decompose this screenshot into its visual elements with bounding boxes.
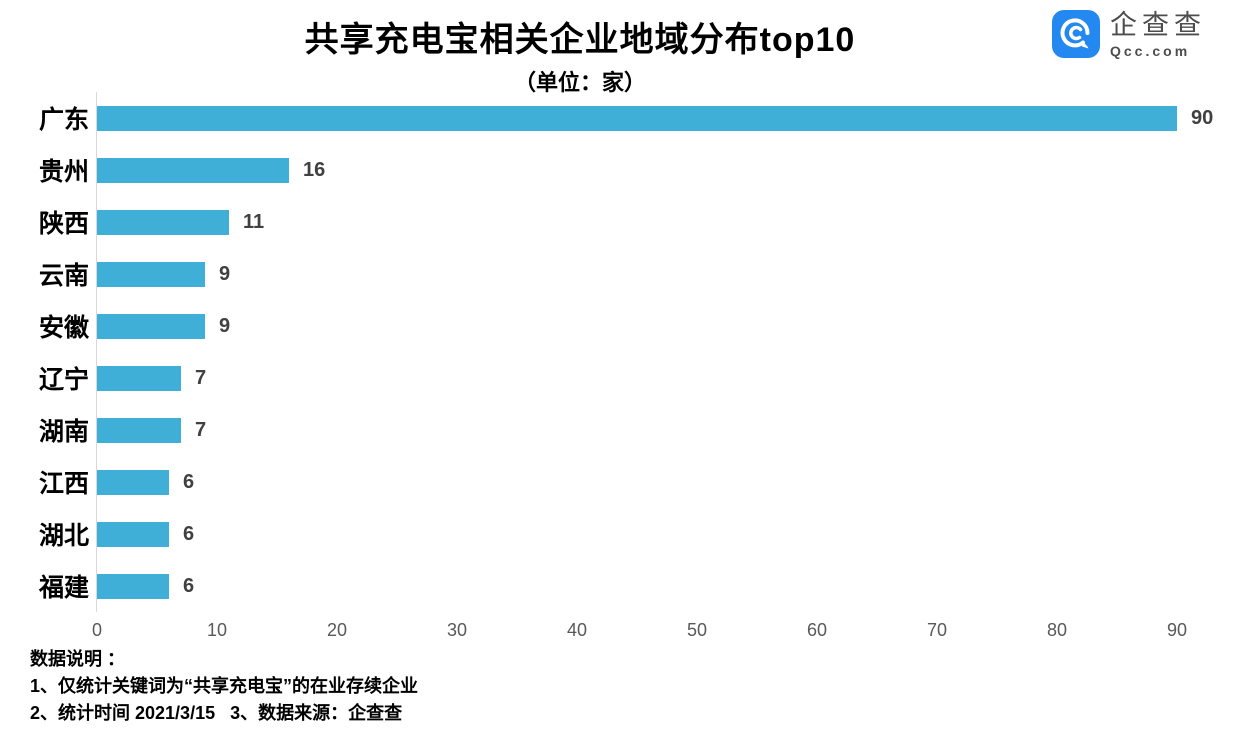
bar [97, 261, 205, 287]
x-tick-label: 70 [926, 620, 948, 640]
category-label: 广东 [38, 106, 89, 134]
x-tick-label: 90 [1166, 620, 1188, 640]
bar [97, 105, 1177, 131]
qcc-logo: 企查查 Qcc.com [1052, 10, 1206, 59]
x-tick-label: 50 [686, 620, 708, 640]
x-tick-label: 30 [446, 620, 468, 640]
data-notes-heading: 数据说明 ： [30, 649, 126, 669]
x-tick-label: 60 [806, 620, 828, 640]
value-label: 6 [183, 574, 195, 597]
bar [97, 313, 205, 339]
value-label: 7 [195, 366, 207, 389]
bar-row: 云南 9 [39, 248, 1216, 300]
bar [97, 521, 169, 547]
chart-header: 共享充电宝相关企业地域分布top10 （单位：家） [0, 0, 1244, 97]
value-label: 11 [243, 210, 265, 233]
x-tick-label: 0 [91, 620, 103, 640]
x-tick-label: 40 [566, 620, 588, 640]
category-label: 江西 [38, 470, 89, 498]
bar-row: 江西 6 [39, 456, 1216, 508]
qcc-logo-name: 企查查 [1110, 10, 1206, 40]
x-tick-label: 80 [1046, 620, 1068, 640]
bar-rows: 广东 90 贵州 16 陕西 11 云南 9 安徽 9 辽宁 7 湖南 7 江西 6 湖北 6 福建 6 [39, 92, 1216, 612]
category-label: 湖南 [38, 418, 89, 446]
x-tick-label: 20 [326, 620, 348, 640]
category-label: 湖北 [38, 522, 89, 550]
qcc-magnifier-icon [1052, 10, 1100, 58]
category-label: 福建 [38, 574, 89, 602]
qcc-logo-text: 企查查 Qcc.com [1110, 10, 1206, 59]
bar-row: 湖南 7 [39, 404, 1216, 456]
qcc-logo-domain: Qcc.com [1110, 43, 1191, 59]
bar [97, 365, 181, 391]
bar [97, 573, 169, 599]
value-label: 16 [303, 158, 326, 181]
category-label: 贵州 [38, 158, 89, 186]
value-label: 6 [183, 522, 195, 545]
chart-title: 共享充电宝相关企业地域分布top10 [304, 21, 856, 59]
bar [97, 417, 181, 443]
bar-row: 安徽 9 [39, 300, 1216, 352]
category-label: 陕西 [38, 210, 89, 238]
x-axis: 0 10 20 30 40 50 60 70 80 90 [92, 620, 1216, 644]
bar [97, 469, 169, 495]
bar-row: 广东 90 [39, 92, 1216, 144]
category-label: 云南 [38, 262, 89, 290]
value-label: 9 [219, 314, 231, 337]
chart-subtitle: （单位：家） [513, 70, 646, 95]
x-tick-label: 10 [206, 620, 228, 640]
bar-chart: 广东 90 贵州 16 陕西 11 云南 9 安徽 9 辽宁 7 湖南 7 江西 6 湖北 6 福建 6 0 10 20 3… [39, 92, 1216, 640]
data-notes-line: 1、仅统计关键词为“共享充电宝”的在业存续企业 [30, 676, 419, 696]
data-notes-line: 2、统计时间 2021/3/15 3、数据来源：企查查 [30, 703, 403, 723]
value-label: 6 [183, 470, 195, 493]
bar-row: 湖北 6 [39, 508, 1216, 560]
value-label: 9 [219, 262, 231, 285]
bar [97, 209, 229, 235]
value-label: 90 [1191, 106, 1214, 129]
data-notes: 数据说明 ： 1、仅统计关键词为“共享充电宝”的在业存续企业 2、统计时间 202… [30, 646, 418, 727]
bar-row: 陕西 11 [39, 196, 1216, 248]
bar-row: 贵州 16 [39, 144, 1216, 196]
value-label: 7 [195, 418, 207, 441]
bar-row: 辽宁 7 [39, 352, 1216, 404]
category-label: 辽宁 [38, 366, 89, 394]
category-label: 安徽 [38, 314, 89, 342]
bar [97, 157, 289, 183]
bar-row: 福建 6 [39, 560, 1216, 612]
